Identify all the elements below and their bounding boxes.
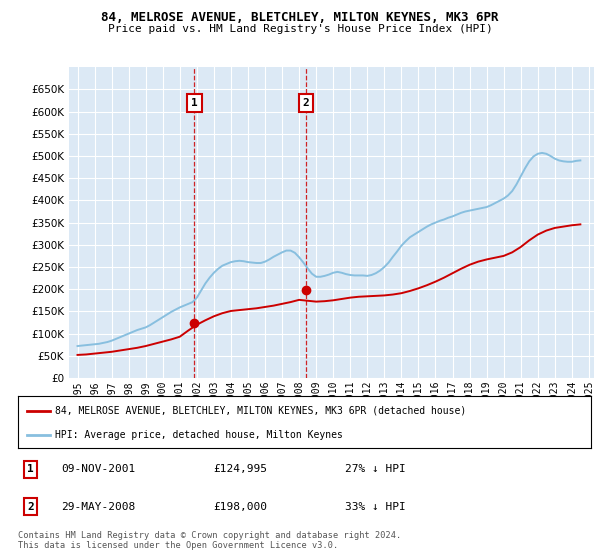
Text: HPI: Average price, detached house, Milton Keynes: HPI: Average price, detached house, Milt… [55,430,343,440]
Text: 27% ↓ HPI: 27% ↓ HPI [344,464,406,474]
Text: 29-MAY-2008: 29-MAY-2008 [61,502,135,512]
Text: £124,995: £124,995 [213,464,267,474]
Text: 2: 2 [303,97,310,108]
Text: Contains HM Land Registry data © Crown copyright and database right 2024.
This d: Contains HM Land Registry data © Crown c… [18,531,401,550]
Text: 1: 1 [191,97,198,108]
Text: 84, MELROSE AVENUE, BLETCHLEY, MILTON KEYNES, MK3 6PR (detached house): 84, MELROSE AVENUE, BLETCHLEY, MILTON KE… [55,406,466,416]
Text: 84, MELROSE AVENUE, BLETCHLEY, MILTON KEYNES, MK3 6PR: 84, MELROSE AVENUE, BLETCHLEY, MILTON KE… [101,11,499,24]
Text: 09-NOV-2001: 09-NOV-2001 [61,464,135,474]
Text: 2: 2 [27,502,34,512]
Text: Price paid vs. HM Land Registry's House Price Index (HPI): Price paid vs. HM Land Registry's House … [107,24,493,34]
Text: £198,000: £198,000 [213,502,267,512]
Text: 33% ↓ HPI: 33% ↓ HPI [344,502,406,512]
Text: 1: 1 [27,464,34,474]
